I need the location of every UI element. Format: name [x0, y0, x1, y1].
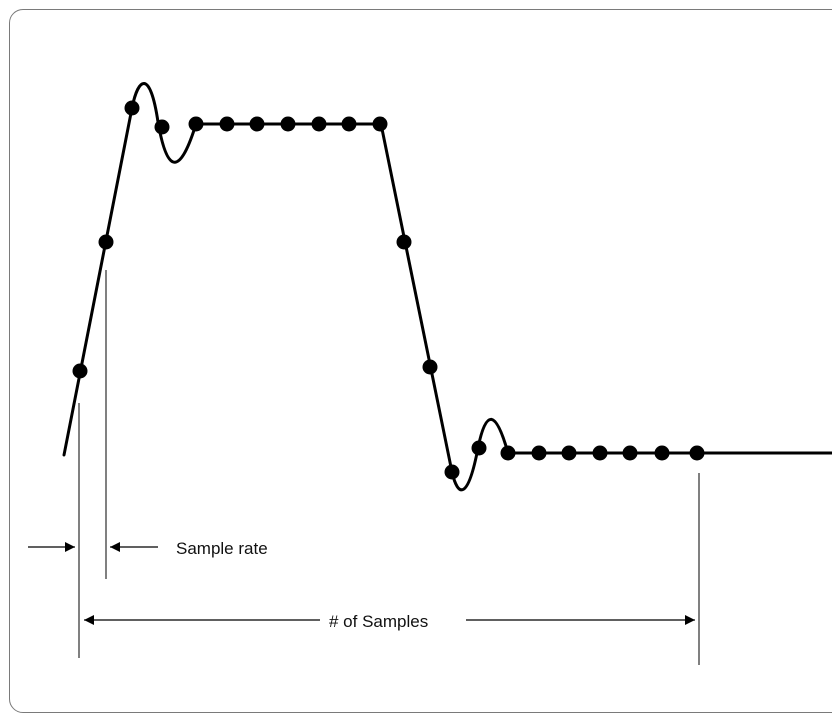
sample-point [154, 119, 170, 135]
sample-point [72, 363, 88, 379]
sample-point [249, 116, 265, 132]
sample-point [500, 445, 516, 461]
sample-point [396, 234, 412, 250]
sample-rate-label: Sample rate [176, 539, 268, 558]
sample-point [592, 445, 608, 461]
sample-points [72, 100, 705, 480]
sample-point [219, 116, 235, 132]
sample-point [98, 234, 114, 250]
sample-point [422, 359, 438, 375]
sample-point [124, 100, 140, 116]
sample-point [188, 116, 204, 132]
sample-point [654, 445, 670, 461]
sample-point [444, 464, 460, 480]
waveform-line [62, 82, 832, 492]
sample-point [471, 440, 487, 456]
sample-point [622, 445, 638, 461]
sample-point [311, 116, 327, 132]
sample-point [561, 445, 577, 461]
num-samples-label: # of Samples [329, 612, 428, 631]
sample-point [531, 445, 547, 461]
sample-point [341, 116, 357, 132]
sample-point [689, 445, 705, 461]
sample-point [280, 116, 296, 132]
sample-point [372, 116, 388, 132]
